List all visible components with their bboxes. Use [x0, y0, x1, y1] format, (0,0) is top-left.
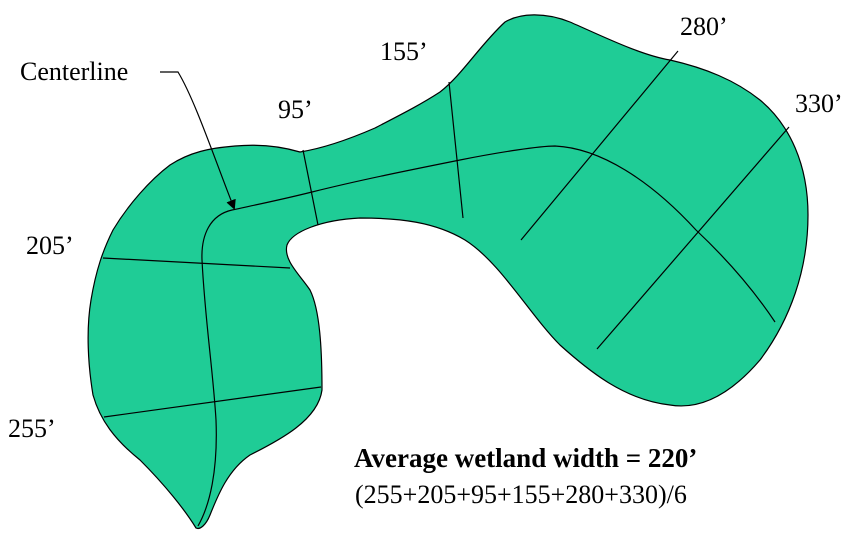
cross-section-280 — [520, 50, 679, 241]
width-label-280: 280’ — [680, 12, 728, 41]
average-width-expression: (255+205+95+155+280+330)/6 — [355, 480, 687, 509]
centerline-label: Centerline — [20, 57, 128, 86]
width-label-95: 95’ — [278, 95, 313, 124]
width-label-255: 255’ — [8, 414, 56, 443]
wetland-shape — [87, 14, 809, 530]
cross-section-205 — [102, 257, 291, 269]
centerline-path — [197, 145, 776, 527]
width-label-155: 155’ — [380, 37, 428, 66]
width-label-330: 330’ — [795, 89, 843, 118]
cross-section-95 — [302, 149, 319, 226]
width-label-205: 205’ — [26, 231, 74, 260]
cross-section-330 — [596, 126, 790, 350]
cross-section-155 — [448, 81, 464, 219]
cross-section-255 — [103, 386, 322, 418]
average-width-title: Average wetland width = 220’ — [354, 443, 697, 473]
centerline-pointer-arrow — [160, 71, 236, 210]
